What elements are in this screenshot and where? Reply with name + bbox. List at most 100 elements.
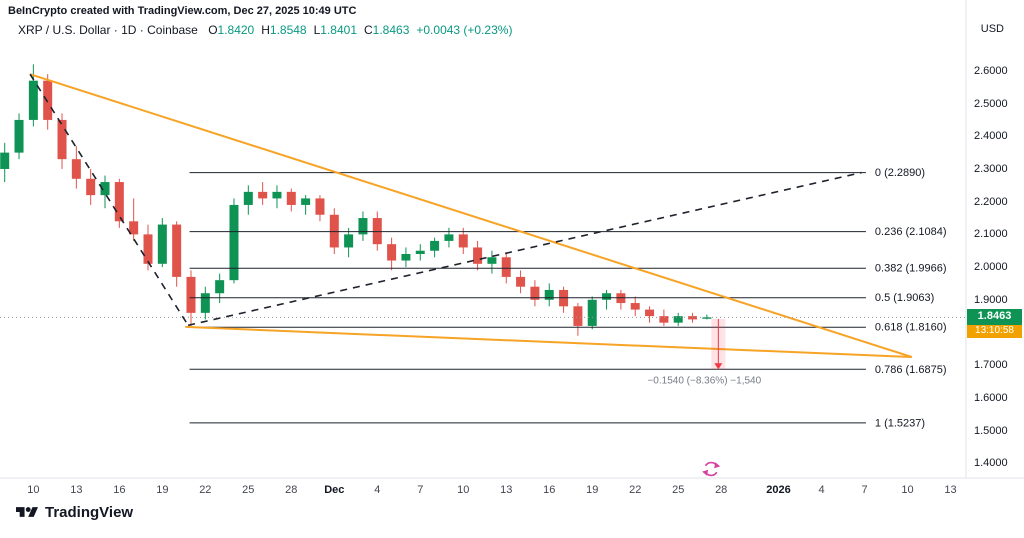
measurement-arrowhead [714, 363, 723, 370]
dashed-rise-line[interactable] [187, 171, 862, 327]
candle-body [487, 257, 497, 264]
price-tick-label: 2.5000 [974, 97, 1008, 110]
candle-body [301, 198, 311, 205]
time-tick-label: 28 [715, 484, 728, 496]
time-tick-label: 25 [672, 484, 685, 496]
fib-level-label: 0.5 (1.9063) [875, 292, 934, 304]
candle-body [28, 80, 38, 120]
candle-body [286, 191, 296, 205]
time-tick-label: 19 [586, 484, 599, 496]
tradingview-logo-text: TradingView [45, 503, 134, 521]
time-tick-label: 22 [199, 484, 212, 496]
fib-level-label: 0.382 (1.9966) [875, 263, 947, 275]
candle-body [215, 280, 225, 294]
time-tick-label: Dec [324, 484, 345, 496]
candle-body [243, 191, 253, 205]
candle-body [129, 221, 139, 235]
candle-body [573, 306, 583, 326]
price-tick-label: 1.7000 [974, 359, 1008, 372]
time-tick-label: 2026 [766, 484, 791, 496]
currency-toggle[interactable]: USD [980, 23, 1004, 35]
price-tick-label: 2.2000 [974, 195, 1008, 208]
candle-body [143, 234, 153, 264]
time-tick-label: 13 [70, 484, 83, 496]
fib-level-label: 1 (1.5237) [875, 417, 925, 429]
candle-body [387, 244, 397, 261]
price-tick-label: 1.5000 [974, 424, 1008, 437]
time-tick-label: 7 [417, 484, 424, 496]
fib-level-label: 0.786 (1.6875) [875, 364, 947, 376]
bar-countdown: 13:10:58 [967, 325, 1022, 338]
candle-body [430, 240, 440, 251]
candle-body [501, 257, 511, 277]
candle-body [0, 152, 10, 169]
ohlc-value: 1.8401 [320, 23, 357, 37]
time-tick-label: 25 [242, 484, 255, 496]
candle-body [358, 218, 368, 235]
last-price-badge: 1.8463 13:10:58 [967, 309, 1022, 338]
candle-body [444, 234, 454, 241]
tradingview-logo[interactable]: TradingView [16, 503, 133, 521]
ohlc-value: 1.8463 [372, 23, 410, 37]
candle-body [258, 191, 268, 199]
candle-body [229, 204, 239, 281]
price-tick-label: 2.4000 [974, 130, 1008, 143]
candle-body [415, 250, 425, 254]
candle-body [630, 303, 640, 310]
candle-body [659, 316, 669, 323]
candle-body [157, 224, 167, 264]
candle-body [57, 119, 67, 160]
fib-retracement[interactable]: 0 (2.2890) 0.236 (2.1084) 0.382 (1.9966) 0.… [189, 167, 947, 429]
candle-body [702, 317, 712, 319]
candle-body [71, 159, 81, 179]
time-tick-label: 10 [457, 484, 470, 496]
candle-body [645, 309, 655, 317]
candle-body [401, 254, 411, 261]
price-tick-label: 1.6000 [974, 391, 1008, 404]
price-tick-label: 1.9000 [974, 293, 1008, 306]
refresh-icon[interactable] [702, 461, 721, 477]
attribution-text: BeInCrypto created with TradingView.com,… [8, 5, 357, 17]
candle-body [315, 198, 325, 215]
wedge-upper-trendline[interactable] [29, 73, 913, 358]
ohlc-values: O1.8420 H1.8548 L1.8401 C1.8463 +0.0043 (+0.… [201, 23, 512, 37]
last-price-value: 1.8463 [967, 309, 1022, 326]
ohlc-key: C [364, 23, 373, 37]
time-tick-label: 10 [27, 484, 40, 496]
candle-body [473, 247, 483, 264]
dashed-decline-line[interactable] [29, 73, 189, 326]
time-tick-label: 22 [629, 484, 642, 496]
fib-level-label: 0.618 (1.8160) [875, 322, 947, 334]
tradingview-logo-icon [16, 507, 38, 517]
candle-body [14, 119, 24, 153]
ohlc-value: 1.8548 [269, 23, 307, 37]
time-tick-label: 16 [113, 484, 126, 496]
symbol-title[interactable]: XRP / U.S. Dollar · 1D · Coinbase [18, 23, 198, 37]
candle-body [100, 182, 110, 196]
candle-body [458, 234, 468, 248]
price-tick-label: 2.6000 [974, 64, 1008, 77]
wedge-lower-trendline[interactable] [185, 325, 912, 359]
measurement-tool[interactable]: −0.1540 (−8.36%) −1,540 [647, 318, 762, 386]
time-tick-label: 7 [861, 484, 868, 496]
candle-body [344, 234, 354, 248]
candlestick-series [0, 64, 712, 336]
candle-body [43, 80, 53, 120]
time-tick-label: 13 [500, 484, 513, 496]
fib-level-label: 0 (2.2890) [875, 167, 925, 179]
candle-body [544, 289, 554, 300]
symbol-legend: XRP / U.S. Dollar · 1D · Coinbase O1.842… [18, 23, 512, 37]
ohlc-key: L [313, 23, 321, 37]
fib-level-label: 0.236 (2.1084) [875, 226, 947, 238]
candle-body [530, 286, 540, 300]
time-tick-label: 28 [285, 484, 298, 496]
candle-body [172, 224, 182, 277]
candle-body [329, 214, 339, 248]
time-tick-label: 13 [944, 484, 957, 496]
price-tick-label: 2.1000 [974, 228, 1008, 241]
candle-body [372, 218, 382, 245]
candle-body [587, 299, 597, 326]
candle-body [516, 276, 526, 287]
